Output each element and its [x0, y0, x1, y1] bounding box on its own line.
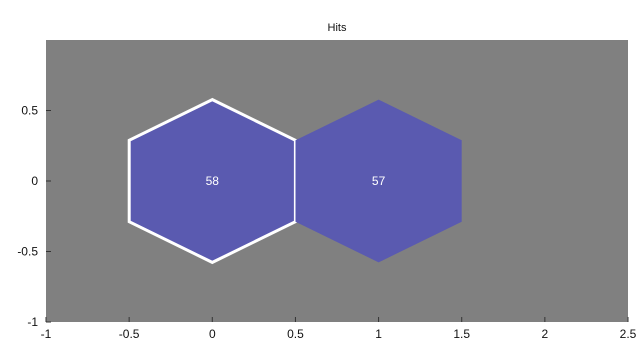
hex-layer: 58 57 — [127, 97, 462, 265]
chart-title: Hits — [328, 22, 347, 34]
x-axis: -1 -0.5 0 0.5 1 1.5 2 2.5 — [41, 317, 637, 341]
y-tick-label: -1 — [27, 315, 38, 329]
x-tick-label: 0 — [209, 327, 216, 341]
hex-cell-label-2: 57 — [372, 174, 386, 188]
x-tick-label: 1.5 — [453, 327, 470, 341]
x-tick-label: 2 — [542, 327, 549, 341]
x-tick-label: -0.5 — [119, 327, 140, 341]
x-tick-label: 1 — [375, 327, 382, 341]
y-tick-label: 0.5 — [21, 104, 38, 118]
hex-cell-label-1: 58 — [206, 174, 220, 188]
y-tick-label: -0.5 — [17, 245, 38, 259]
x-tick-label: -1 — [41, 327, 52, 341]
x-tick-label: 2.5 — [620, 327, 637, 341]
y-axis: -1 -0.5 0 0.5 — [17, 104, 51, 329]
hex-cell-2 — [295, 99, 462, 263]
y-tick-label: 0 — [31, 174, 38, 188]
hex-cell-1 — [127, 97, 297, 265]
x-tick-label: 0.5 — [287, 327, 304, 341]
